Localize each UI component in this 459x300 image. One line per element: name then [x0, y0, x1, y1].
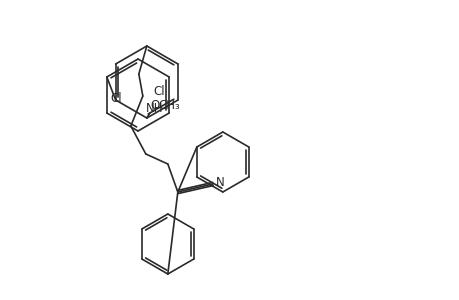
Text: Cl: Cl: [111, 92, 122, 105]
Text: N: N: [215, 176, 224, 188]
Text: O: O: [151, 99, 160, 112]
Text: NH: NH: [146, 102, 163, 115]
Text: CH₃: CH₃: [158, 99, 180, 112]
Text: Cl: Cl: [153, 85, 165, 98]
